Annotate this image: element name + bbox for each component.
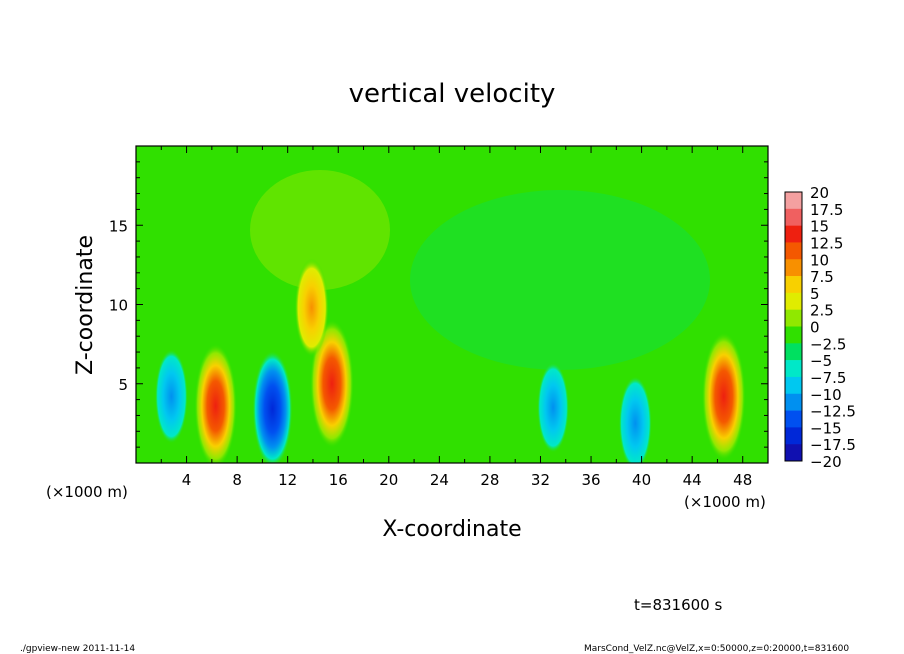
x-tick-label: 36	[581, 471, 600, 489]
colorbar-label: 10	[810, 251, 829, 269]
x-tick-label: 12	[278, 471, 297, 489]
colorbar-label: 0	[810, 319, 820, 337]
colorbar-frame	[784, 191, 803, 462]
colorbar-swatch	[785, 393, 802, 411]
y-tick-label: 15	[109, 217, 128, 235]
colorbar-swatch	[785, 192, 802, 210]
x-tick-label: 20	[379, 471, 398, 489]
velocity-cell-1	[194, 343, 237, 463]
near-zero-band	[250, 170, 390, 290]
velocity-cell-5	[537, 362, 569, 453]
chart-title: vertical velocity	[349, 79, 556, 109]
colorbar-swatch	[785, 208, 802, 226]
velocity-cell-6	[618, 376, 652, 463]
colorbar-swatch	[785, 326, 802, 344]
colorbar-label: −5	[810, 352, 832, 370]
colorbar-label: −2.5	[810, 335, 846, 353]
colorbar-label: −10	[810, 386, 842, 404]
colorbar-swatch	[785, 242, 802, 260]
x-tick-label: 44	[683, 471, 702, 489]
colorbar-label: 17.5	[810, 201, 843, 219]
x-tick-label: 16	[329, 471, 348, 489]
footer-left: ./gpview-new 2011-11-14	[20, 644, 135, 654]
colorbar-swatch	[785, 259, 802, 277]
plot-background	[136, 146, 768, 463]
x-tick-label: 28	[480, 471, 499, 489]
colorbar-label: −20	[810, 453, 842, 471]
velocity-cell-7	[701, 332, 746, 461]
colorbar-swatch	[785, 292, 802, 310]
colorbar-label: 5	[810, 285, 820, 303]
x-unit-left: (×1000 m)	[46, 483, 128, 501]
velocity-cell-2	[252, 350, 293, 463]
colorbar-label: 20	[810, 184, 829, 202]
colorbar-swatch	[785, 444, 802, 462]
time-label: t=831600 s	[634, 596, 722, 614]
y-tick-label: 5	[118, 376, 128, 394]
colorbar-label: −12.5	[810, 403, 856, 421]
velocity-cell-4	[294, 258, 329, 357]
colorbar-swatch	[785, 410, 802, 428]
x-tick-label: 40	[632, 471, 651, 489]
x-tick-label: 48	[733, 471, 752, 489]
colorbar-swatch	[785, 309, 802, 327]
colorbar-label: −7.5	[810, 369, 846, 387]
colorbar-label: −17.5	[810, 436, 856, 454]
colorbar-label: −15	[810, 419, 842, 437]
x-unit-right: (×1000 m)	[684, 493, 766, 511]
colorbar-label: 7.5	[810, 268, 834, 286]
colorbar: 2017.51512.5107.552.50−2.5−5−7.5−10−12.5…	[784, 184, 856, 471]
plot-area	[136, 146, 768, 463]
velocity-cell-0	[154, 349, 188, 444]
x-axis: 4 8 12 16 20 24 28 32 36 40 44 48	[160, 146, 752, 489]
y-axis-label: Z-coordinate	[73, 235, 98, 375]
colorbar-swatch	[785, 225, 802, 243]
near-zero-band	[410, 190, 710, 370]
x-tick-label: 32	[531, 471, 550, 489]
colorbar-swatch	[785, 343, 802, 361]
colorbar-label: 15	[810, 218, 829, 236]
x-tick-label: 8	[232, 471, 242, 489]
x-tick-label: 4	[182, 471, 192, 489]
colorbar-swatch	[785, 376, 802, 395]
colorbar-swatch	[785, 360, 802, 378]
colorbar-label: 2.5	[810, 302, 834, 320]
y-tick-label: 10	[109, 297, 128, 315]
velocity-cell-3	[310, 319, 354, 448]
footer-right: MarsCond_VelZ.nc@VelZ,x=0:50000,z=0:2000…	[584, 644, 849, 654]
colorbar-swatch	[785, 276, 802, 294]
x-axis-label: X-coordinate	[382, 517, 521, 542]
x-tick-label: 24	[430, 471, 449, 489]
colorbar-label: 12.5	[810, 234, 843, 252]
colorbar-swatch	[785, 427, 802, 445]
y-axis: 5 10 15	[109, 161, 768, 448]
